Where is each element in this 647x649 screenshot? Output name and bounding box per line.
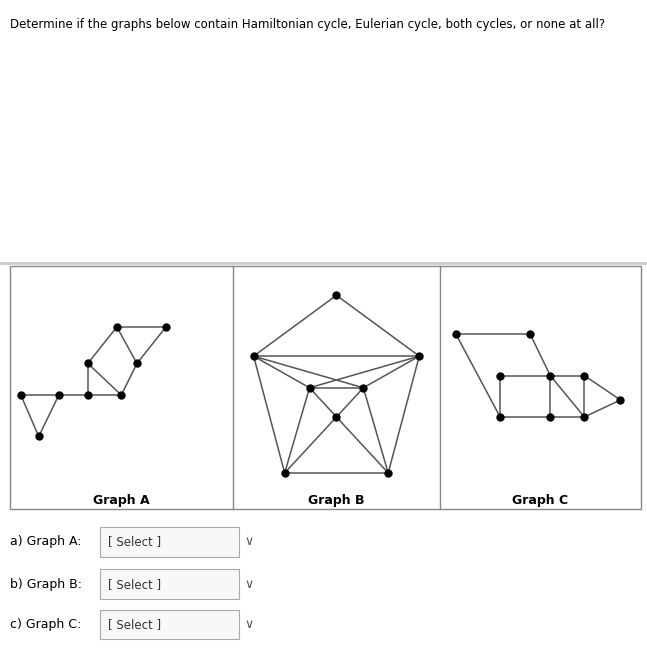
Text: ∨: ∨: [245, 535, 254, 548]
Text: Graph A: Graph A: [93, 494, 149, 507]
Text: ∨: ∨: [245, 578, 254, 591]
Text: Graph C: Graph C: [512, 494, 568, 507]
Text: a) Graph A:: a) Graph A:: [10, 535, 82, 548]
Text: [ Select ]: [ Select ]: [108, 618, 161, 631]
Text: b) Graph B:: b) Graph B:: [10, 578, 82, 591]
Text: Graph B: Graph B: [308, 494, 365, 507]
Text: c) Graph C:: c) Graph C:: [10, 618, 81, 631]
Text: [ Select ]: [ Select ]: [108, 578, 161, 591]
Text: [ Select ]: [ Select ]: [108, 535, 161, 548]
Text: ∨: ∨: [245, 618, 254, 631]
Text: Determine if the graphs below contain Hamiltonian cycle, Eulerian cycle, both cy: Determine if the graphs below contain Ha…: [10, 18, 605, 31]
